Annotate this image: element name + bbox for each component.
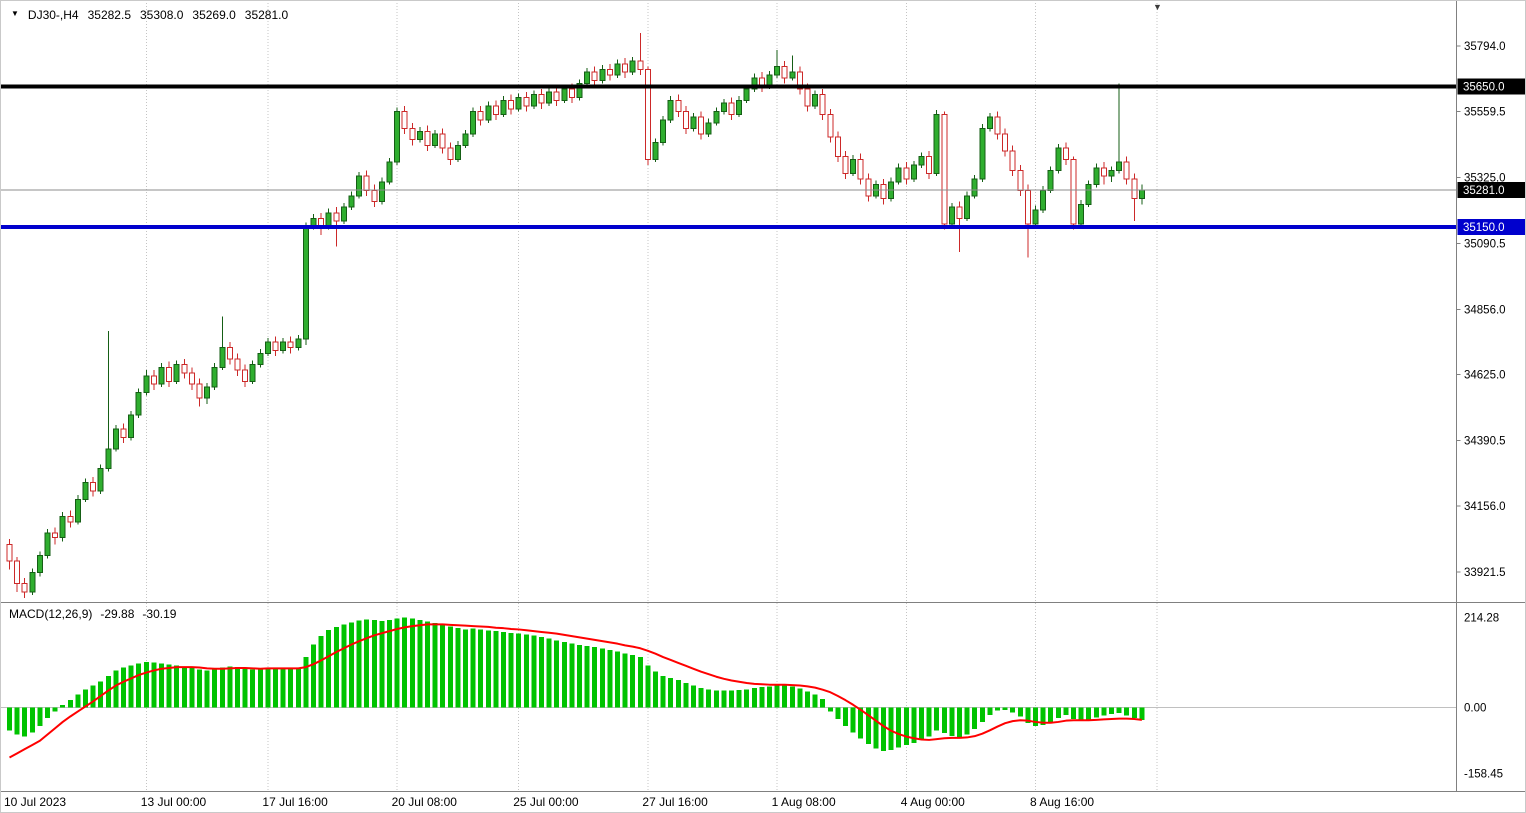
symbol-timeframe-label: DJ30-,H4 [27,8,79,22]
resistance-line-price-badge: 35650.0 [1457,78,1525,95]
macd-name-label: MACD(12,26,9) [9,607,93,621]
svg-text:4 Aug 00:00: 4 Aug 00:00 [901,795,965,809]
svg-text:214.28: 214.28 [1464,613,1499,625]
svg-text:35150.0: 35150.0 [1463,222,1505,234]
svg-text:35281.0: 35281.0 [1463,185,1505,197]
svg-text:17 Jul 16:00: 17 Jul 16:00 [262,795,328,809]
svg-text:-158.45: -158.45 [1464,769,1503,781]
svg-text:8 Aug 16:00: 8 Aug 16:00 [1030,795,1094,809]
candles-layer [6,32,1145,598]
svg-text:20 Jul 08:00: 20 Jul 08:00 [392,795,458,809]
svg-text:1 Aug 08:00: 1 Aug 08:00 [772,795,836,809]
svg-text:13 Jul 00:00: 13 Jul 00:00 [141,795,207,809]
ohlc-close-value: 35281.0 [244,8,289,22]
current-price-badge: 35281.0 [1457,181,1525,198]
svg-text:35090.5: 35090.5 [1464,239,1506,251]
symbol-marker-icon: ▼ [11,9,19,18]
svg-text:35794.0: 35794.0 [1464,41,1506,53]
svg-text:25 Jul 00:00: 25 Jul 00:00 [513,795,579,809]
macd-axis[interactable]: 214.28 0.00 -158.45 [1464,613,1503,781]
macd-indicator-label: MACD(12,26,9) -29.88 -30.19 [9,607,176,621]
ohlc-low-value: 35269.0 [192,8,236,22]
time-axis[interactable]: 10 Jul 2023 13 Jul 00:00 17 Jul 16:00 20 Ju… [4,795,1094,809]
support-line-price-badge: 35150.0 [1457,218,1525,235]
macd-signal-line [9,623,1143,759]
svg-text:35650.0: 35650.0 [1463,81,1505,93]
svg-text:33921.5: 33921.5 [1464,567,1506,579]
svg-text:0.00: 0.00 [1464,702,1486,714]
macd-main-value: -29.88 [100,607,135,621]
price-axis[interactable]: 35794.0 35559.5 35325.0 35090.5 34856.0 34625… [1456,41,1506,579]
ohlc-high-value: 35308.0 [140,8,184,22]
macd-signal-value: -30.19 [142,607,177,621]
chart-shift-marker-icon[interactable]: ▼ [1153,2,1162,12]
svg-text:27 Jul 16:00: 27 Jul 16:00 [642,795,708,809]
svg-text:34390.5: 34390.5 [1464,435,1506,447]
svg-text:10 Jul 2023: 10 Jul 2023 [4,795,66,809]
grid-layer [145,3,1158,791]
chart-header: ▼ DJ30-,H4 35282.5 35308.0 35269.0 35281… [11,8,288,22]
ohlc-open-value: 35282.5 [87,8,131,22]
svg-text:35325.0: 35325.0 [1464,173,1506,185]
svg-text:34625.0: 34625.0 [1464,369,1506,381]
macd-histogram [7,617,1145,751]
svg-text:34856.0: 34856.0 [1464,304,1506,316]
svg-text:34156.0: 34156.0 [1464,501,1506,513]
svg-text:35559.5: 35559.5 [1464,107,1506,119]
